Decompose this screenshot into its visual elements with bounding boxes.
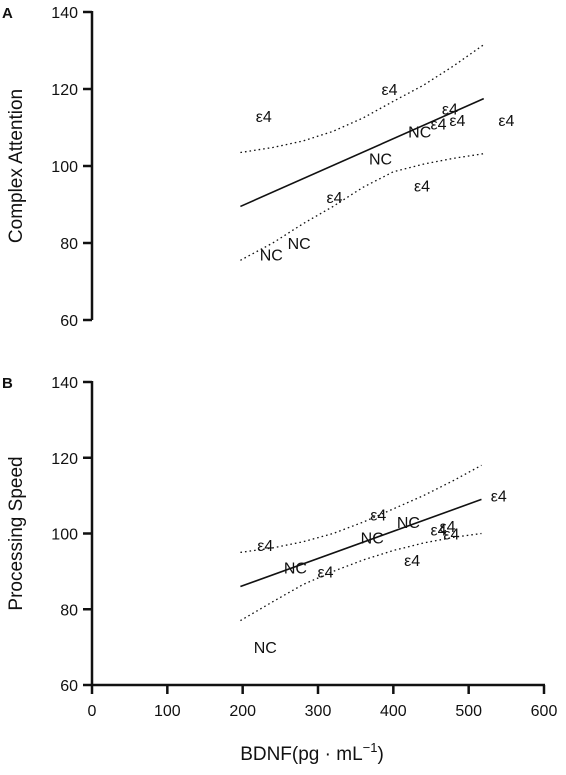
point-e4: ε4 <box>440 519 456 536</box>
y-tick-label: 80 <box>60 602 78 619</box>
x-tick-label: 200 <box>229 703 256 720</box>
y-axis-label: Complex Attention <box>6 89 27 243</box>
point-e4: ε4 <box>491 489 507 506</box>
y-axis-label: Processing Speed <box>6 456 27 610</box>
x-tick-label: 300 <box>305 703 332 720</box>
point-nc: NC <box>397 515 420 532</box>
ci-upper-band <box>240 464 482 554</box>
point-e4: ε4 <box>257 538 273 555</box>
x-tick-label: 400 <box>380 703 407 720</box>
point-e4: ε4 <box>431 523 447 540</box>
x-tick-label: 0 <box>88 703 97 720</box>
y-tick-label: 60 <box>60 678 78 695</box>
x-tick-label: 100 <box>154 703 181 720</box>
point-nc: NC <box>288 236 311 253</box>
y-tick-label: 60 <box>60 313 78 330</box>
regression-line <box>240 498 482 588</box>
x-tick-label: 500 <box>455 703 482 720</box>
point-nc: NC <box>284 561 307 578</box>
point-e4: ε4 <box>431 117 447 134</box>
point-e4: ε4 <box>256 109 272 126</box>
point-e4: ε4 <box>498 113 514 130</box>
point-e4: ε4 <box>370 508 386 525</box>
point-e4: ε4 <box>414 178 430 195</box>
point-nc: NC <box>361 530 384 547</box>
point-nc: NC <box>254 640 277 657</box>
point-e4: ε4 <box>404 553 420 570</box>
point-nc: NC <box>408 124 431 141</box>
point-e4: ε4 <box>443 527 459 544</box>
y-tick-label: 120 <box>51 451 78 468</box>
x-axis-label: BDNF(pg · mL−1) <box>240 740 384 765</box>
point-e4: ε4 <box>318 564 334 581</box>
y-tick-label: 140 <box>51 5 78 22</box>
x-tick-label: 600 <box>531 703 558 720</box>
y-tick-label: 100 <box>51 159 78 176</box>
y-tick-label: 140 <box>51 375 78 392</box>
panel-letter: A <box>2 5 13 22</box>
regression-line <box>240 97 485 208</box>
ci-upper-band <box>240 44 485 154</box>
point-e4: ε4 <box>449 113 465 130</box>
y-tick-label: 120 <box>51 82 78 99</box>
panel-letter: B <box>2 375 13 392</box>
point-e4: ε4 <box>442 101 458 118</box>
point-e4: ε4 <box>327 190 343 207</box>
y-tick-label: 80 <box>60 236 78 253</box>
point-e4: ε4 <box>382 82 398 99</box>
y-tick-label: 100 <box>51 527 78 544</box>
point-nc: NC <box>260 248 283 265</box>
ci-lower-band <box>240 153 484 261</box>
point-nc: NC <box>369 151 392 168</box>
panel-b: B 60 80 100 120 140 Processing Speed 0 100 200 300… <box>2 375 557 765</box>
